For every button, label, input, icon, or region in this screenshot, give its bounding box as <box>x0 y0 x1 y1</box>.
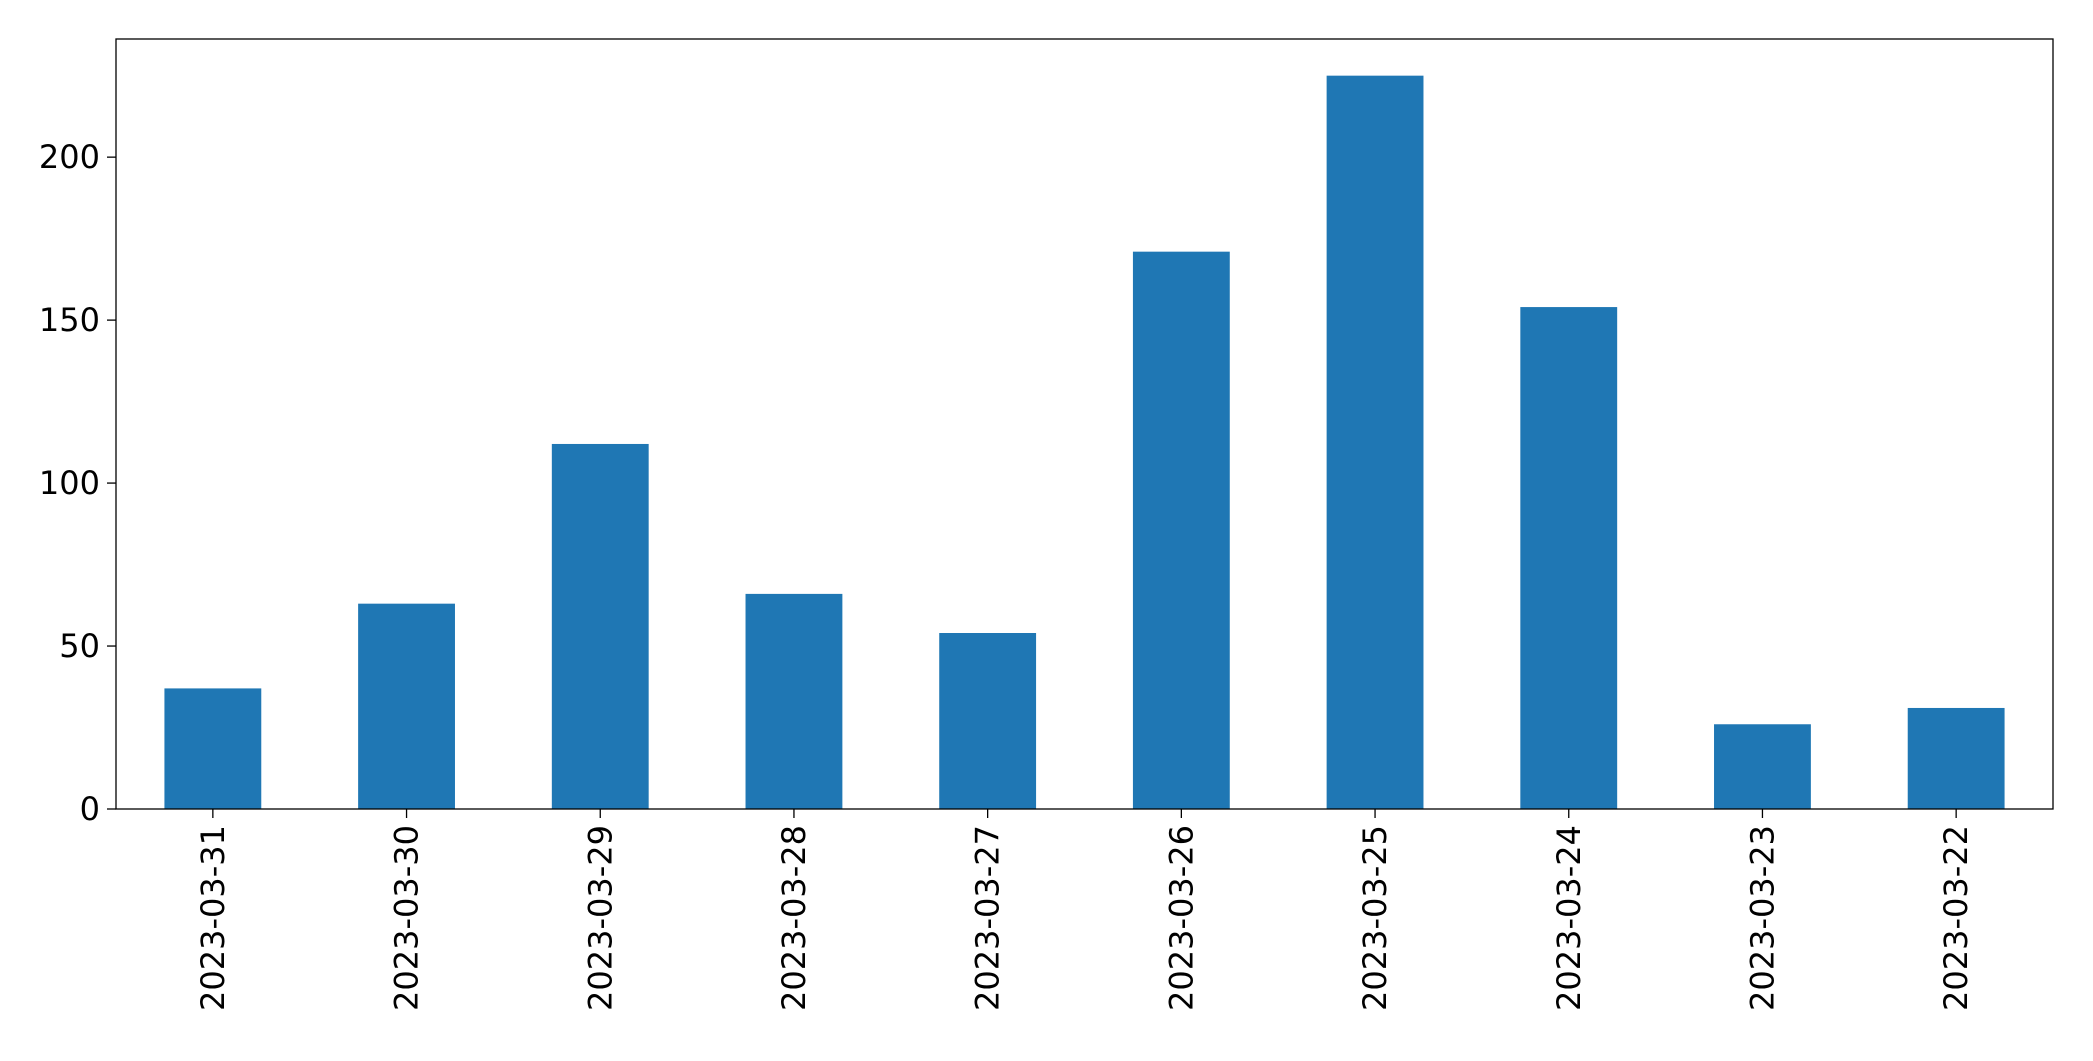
x-tick-label: 2023-03-29 <box>581 825 619 1011</box>
y-tick-label: 150 <box>39 301 100 339</box>
x-tick-label: 2023-03-27 <box>969 825 1007 1011</box>
bar <box>1907 707 2005 809</box>
x-tick-label: 2023-03-24 <box>1550 825 1588 1011</box>
y-tick-label: 50 <box>59 627 100 665</box>
plot-frame <box>115 38 2054 810</box>
x-tick-label: 2023-03-30 <box>388 825 426 1011</box>
bar <box>939 633 1037 809</box>
x-tick-label: 2023-03-25 <box>1356 825 1394 1011</box>
bar <box>358 603 455 809</box>
bar <box>551 443 649 809</box>
bar <box>164 688 262 809</box>
bar <box>1326 75 1424 809</box>
x-tick-label: 2023-03-31 <box>194 825 232 1011</box>
bar <box>1714 724 1811 809</box>
bar <box>745 593 843 809</box>
x-tick-label: 2023-03-28 <box>775 825 813 1011</box>
x-tick-label: 2023-03-26 <box>1162 825 1200 1011</box>
y-tick-label: 0 <box>80 790 100 828</box>
y-tick-label: 100 <box>39 464 100 502</box>
x-tick-label: 2023-03-23 <box>1743 825 1781 1011</box>
y-tick-label: 200 <box>39 138 100 176</box>
bar <box>1132 251 1230 809</box>
bar <box>1520 307 1618 809</box>
x-tick-label: 2023-03-22 <box>1937 825 1975 1011</box>
